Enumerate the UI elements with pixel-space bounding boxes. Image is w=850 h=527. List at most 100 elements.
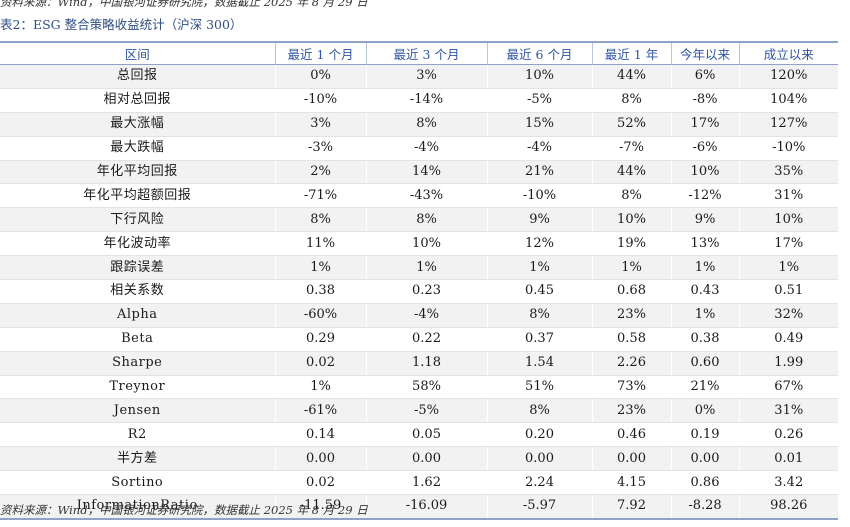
row-label: R2 <box>0 422 275 448</box>
value-cell: 1.18 <box>365 351 487 376</box>
table-row: Beta 0.29 0.22 0.37 0.58 0.38 0.49 <box>0 327 838 352</box>
value-cell: 14% <box>365 160 487 185</box>
value-cell: 17% <box>670 112 739 137</box>
value-cell: 8% <box>591 183 671 209</box>
table-caption: 表2：ESG 整合策略收益统计（沪深 300） <box>0 17 243 32</box>
header-cell: 今年以来 <box>670 42 739 65</box>
value-cell: 0.01 <box>738 446 838 472</box>
row-label: 最大跌幅 <box>0 136 275 161</box>
value-cell: 1.54 <box>486 351 592 376</box>
value-cell: 0.00 <box>486 446 592 472</box>
header-cell: 最近 1 个月 <box>274 42 366 65</box>
table-row: 相对总回报 -10% -14% -5% 8% -8% 104% <box>0 88 838 113</box>
value-cell: 31% <box>738 398 838 424</box>
value-cell: 0.23 <box>365 279 487 304</box>
source-note-bottom: 资料来源：Wind，中国银河证券研究院，数据截止 2025 年 8 月 29 日 <box>0 503 368 517</box>
value-cell: 0.02 <box>274 470 366 496</box>
value-cell: 10% <box>670 160 739 185</box>
value-cell: 73% <box>591 375 671 400</box>
value-cell: -3% <box>274 136 366 161</box>
value-cell: -4% <box>365 303 487 328</box>
value-cell: 8% <box>274 207 366 233</box>
value-cell: 51% <box>486 375 592 400</box>
value-cell: 8% <box>365 207 487 233</box>
row-label: 年化平均超额回报 <box>0 183 275 209</box>
value-cell: -16.09 <box>365 494 487 520</box>
value-cell: 2% <box>274 160 366 185</box>
value-cell: 0.38 <box>274 279 366 304</box>
row-label: Sharpe <box>0 351 275 376</box>
value-cell: 8% <box>486 398 592 424</box>
table-row: Sortino 0.02 1.62 2.24 4.15 0.86 3.42 <box>0 470 838 496</box>
value-cell: 0.22 <box>365 327 487 352</box>
value-cell: 23% <box>591 398 671 424</box>
value-cell: 1% <box>365 255 487 281</box>
value-cell: 0% <box>274 64 366 89</box>
row-label: InformationRatio <box>0 494 275 520</box>
value-cell: 9% <box>486 207 592 233</box>
table-row: Alpha -60% -4% 8% 23% 1% 32% <box>0 303 838 328</box>
value-cell: 0.60 <box>670 351 739 376</box>
value-cell: -5% <box>365 398 487 424</box>
value-cell: 21% <box>670 375 739 400</box>
row-label: Beta <box>0 327 275 352</box>
value-cell: 0.20 <box>486 422 592 448</box>
value-cell: 0.05 <box>365 422 487 448</box>
row-label: 半方差 <box>0 446 275 472</box>
table-row: 相关系数 0.38 0.23 0.45 0.68 0.43 0.51 <box>0 279 838 304</box>
value-cell: -14% <box>365 88 487 113</box>
row-label: 最大涨幅 <box>0 112 275 137</box>
value-cell: 0.00 <box>365 446 487 472</box>
value-cell: 10% <box>365 231 487 257</box>
row-label: Jensen <box>0 398 275 424</box>
value-cell: 31% <box>738 183 838 209</box>
row-label: 年化平均回报 <box>0 160 275 185</box>
row-label: Sortino <box>0 470 275 496</box>
value-cell: 0.49 <box>738 327 838 352</box>
value-cell: 3% <box>365 64 487 89</box>
value-cell: 17% <box>738 231 838 257</box>
value-cell: 0.43 <box>670 279 739 304</box>
value-cell: 44% <box>591 64 671 89</box>
value-cell: -60% <box>274 303 366 328</box>
header-cell: 最近 1 年 <box>591 42 671 65</box>
esg-returns-table: 区间 最近 1 个月 最近 3 个月 最近 6 个月 最近 1 年 今年以来 成… <box>0 41 838 520</box>
value-cell: -43% <box>365 183 487 209</box>
table-row: Jensen -61% -5% 8% 23% 0% 31% <box>0 398 838 424</box>
value-cell: 0% <box>670 398 739 424</box>
value-cell: 58% <box>365 375 487 400</box>
value-cell: 7.92 <box>591 494 671 520</box>
value-cell: -5% <box>486 88 592 113</box>
source-note-top: 资料来源：Wind，中国银河证券研究院，数据截止 2025 年 8 月 29 日 <box>0 0 368 9</box>
value-cell: 67% <box>738 375 838 400</box>
value-cell: 0.02 <box>274 351 366 376</box>
row-label: Treynor <box>0 375 275 400</box>
value-cell: -10% <box>486 183 592 209</box>
value-cell: -6% <box>670 136 739 161</box>
table-row: 下行风险 8% 8% 9% 10% 9% 10% <box>0 207 838 233</box>
value-cell: 1% <box>274 255 366 281</box>
value-cell: 44% <box>591 160 671 185</box>
value-cell: 1.62 <box>365 470 487 496</box>
table-row: 半方差 0.00 0.00 0.00 0.00 0.00 0.01 <box>0 446 838 472</box>
table-row: 最大涨幅 3% 8% 15% 52% 17% 127% <box>0 112 838 137</box>
value-cell: 6% <box>670 64 739 89</box>
value-cell: 10% <box>591 207 671 233</box>
row-label: 跟踪误差 <box>0 255 275 281</box>
table-row: InformationRatio -11.59 -16.09 -5.97 7.92 -8.… <box>0 494 838 520</box>
value-cell: -5.97 <box>486 494 592 520</box>
value-cell: 19% <box>591 231 671 257</box>
header-cell: 最近 6 个月 <box>486 42 592 65</box>
value-cell: 0.45 <box>486 279 592 304</box>
row-label: 相关系数 <box>0 279 275 304</box>
value-cell: 127% <box>738 112 838 137</box>
value-cell: 0.51 <box>738 279 838 304</box>
row-label: 总回报 <box>0 64 275 89</box>
value-cell: 10% <box>738 207 838 233</box>
value-cell: -61% <box>274 398 366 424</box>
value-cell: 0.14 <box>274 422 366 448</box>
header-cell: 最近 3 个月 <box>365 42 487 65</box>
value-cell: 120% <box>738 64 838 89</box>
table-row: 年化平均超额回报 -71% -43% -10% 8% -12% 31% <box>0 183 838 209</box>
value-cell: -8.28 <box>670 494 739 520</box>
